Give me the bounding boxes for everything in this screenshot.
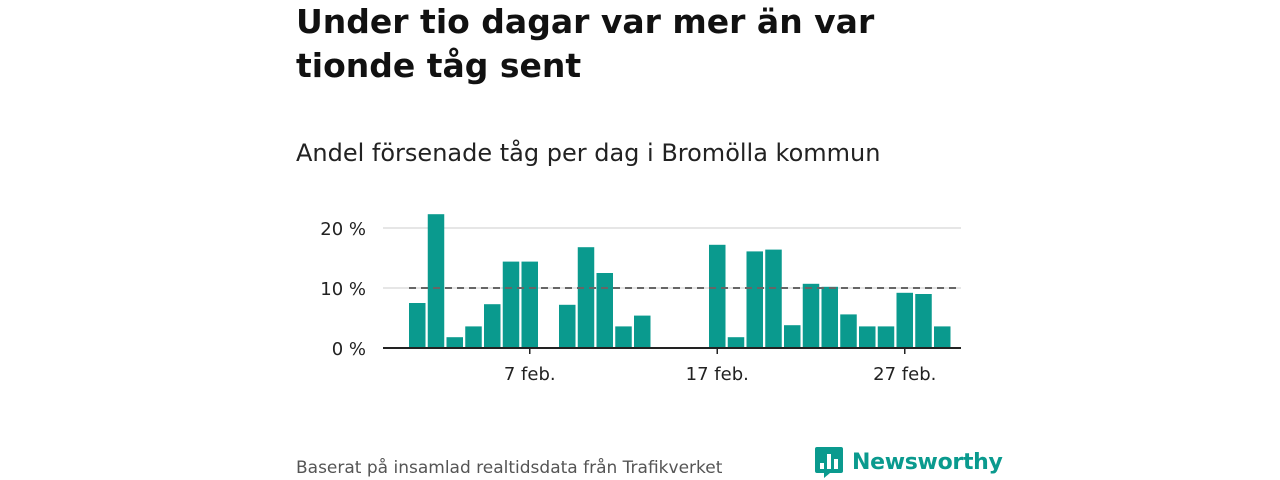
bar — [577, 247, 595, 348]
bar — [746, 251, 763, 348]
bar — [727, 337, 745, 348]
bar — [615, 326, 632, 348]
bar — [896, 292, 913, 348]
source-note: Baserat på insamlad realtidsdata från Tr… — [296, 458, 723, 478]
brand-name: Newsworthy — [852, 449, 1003, 475]
bar — [427, 214, 445, 348]
bar — [709, 244, 726, 348]
y-tick-label: 0 % — [332, 339, 366, 360]
bar — [802, 283, 820, 348]
bar — [915, 294, 932, 348]
bar — [521, 261, 538, 348]
chart-subtitle: Andel försenade tåg per dag i Bromölla k… — [296, 139, 881, 167]
bar — [446, 337, 463, 348]
x-tick-label: 7 feb. — [504, 364, 556, 385]
x-tick-label: 27 feb. — [873, 364, 936, 385]
newsworthy-icon — [815, 447, 843, 478]
bar — [859, 326, 876, 348]
chart-title: Under tio dagar var mer än var tionde tå… — [296, 2, 875, 85]
bar — [784, 325, 801, 348]
x-tick-label: 17 feb. — [686, 364, 749, 385]
brand-logo: Newsworthy — [814, 445, 1003, 479]
bar — [559, 304, 576, 348]
bar — [765, 249, 782, 348]
y-tick-label: 10 % — [320, 279, 366, 300]
bar — [877, 326, 895, 348]
bar — [840, 314, 857, 348]
bar — [596, 273, 613, 348]
bar — [465, 326, 482, 348]
bar — [409, 303, 426, 348]
bar — [502, 261, 520, 348]
bar — [934, 326, 951, 348]
bar — [821, 286, 838, 348]
bar — [484, 304, 501, 348]
bar — [634, 315, 651, 348]
y-tick-label: 20 % — [320, 219, 366, 240]
bar-chart: 0 % 10 % 20 % 7 feb. 17 feb. 27 feb. — [320, 214, 961, 385]
